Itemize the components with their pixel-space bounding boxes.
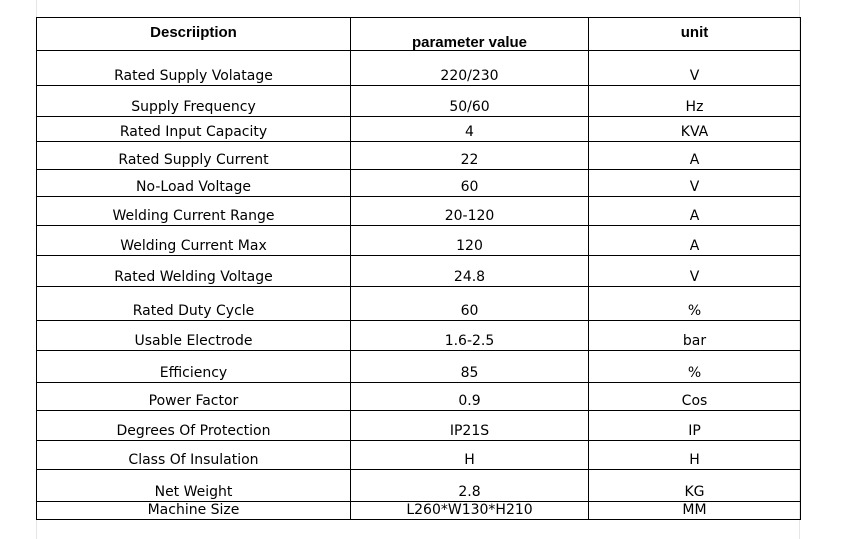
- table-row: Degrees Of Protection IP21S IP: [36, 410, 801, 441]
- row-unit: Cos: [588, 382, 801, 411]
- row-unit: H: [588, 440, 801, 470]
- row-unit: V: [588, 255, 801, 287]
- row-value: 22: [350, 141, 589, 170]
- row-value: 1.6-2.5: [350, 320, 589, 351]
- row-description: Rated Supply Current: [36, 141, 351, 170]
- row-unit: KG: [588, 469, 801, 502]
- spec-table: Descriiption parameter value unit Rated …: [36, 17, 801, 520]
- table-row: Efficiency 85 %: [36, 350, 801, 383]
- row-description: Class Of Insulation: [36, 440, 351, 470]
- table-row: Rated Duty Cycle 60 %: [36, 286, 801, 321]
- row-value: 0.9: [350, 382, 589, 411]
- row-description: Usable Electrode: [36, 320, 351, 351]
- row-value: 60: [350, 169, 589, 197]
- row-value: 4: [350, 116, 589, 142]
- header-parameter-value: parameter value: [350, 17, 589, 51]
- row-value: 24.8: [350, 255, 589, 287]
- table-row: Rated Welding Voltage 24.8 V: [36, 255, 801, 287]
- row-unit: V: [588, 50, 801, 86]
- row-description: Net Weight: [36, 469, 351, 502]
- row-unit: MM: [588, 501, 801, 520]
- header-row: Descriiption parameter value unit: [36, 17, 801, 51]
- row-value: 85: [350, 350, 589, 383]
- row-unit: A: [588, 141, 801, 170]
- row-unit: A: [588, 225, 801, 256]
- header-unit: unit: [588, 17, 801, 51]
- row-unit: V: [588, 169, 801, 197]
- header-description: Descriiption: [36, 17, 351, 51]
- row-description: Efficiency: [36, 350, 351, 383]
- row-unit: KVA: [588, 116, 801, 142]
- row-value: 60: [350, 286, 589, 321]
- row-value: H: [350, 440, 589, 470]
- row-description: Rated Input Capacity: [36, 116, 351, 142]
- row-description: Machine Size: [36, 501, 351, 520]
- table-row: No-Load Voltage 60 V: [36, 169, 801, 197]
- row-unit: IP: [588, 410, 801, 441]
- table-row: Rated Supply Current 22 A: [36, 141, 801, 170]
- table-row: Machine Size L260*W130*H210 MM: [36, 501, 801, 520]
- table-row: Rated Input Capacity 4 KVA: [36, 116, 801, 142]
- row-description: Rated Supply Volatage: [36, 50, 351, 86]
- row-value: 2.8: [350, 469, 589, 502]
- row-value: IP21S: [350, 410, 589, 441]
- table-row: Supply Frequency 50/60 Hz: [36, 85, 801, 117]
- row-unit: bar: [588, 320, 801, 351]
- table-row: Welding Current Max 120 A: [36, 225, 801, 256]
- row-description: Rated Welding Voltage: [36, 255, 351, 287]
- row-unit: %: [588, 286, 801, 321]
- row-description: Welding Current Max: [36, 225, 351, 256]
- row-value: 220/230: [350, 50, 589, 86]
- row-value: 120: [350, 225, 589, 256]
- row-unit: Hz: [588, 85, 801, 117]
- row-value: 20-120: [350, 196, 589, 226]
- table-row: Power Factor 0.9 Cos: [36, 382, 801, 411]
- row-unit: A: [588, 196, 801, 226]
- table-row: Net Weight 2.8 KG: [36, 469, 801, 502]
- row-description: Degrees Of Protection: [36, 410, 351, 441]
- row-value: L260*W130*H210: [350, 501, 589, 520]
- row-description: Rated Duty Cycle: [36, 286, 351, 321]
- table-row: Usable Electrode 1.6-2.5 bar: [36, 320, 801, 351]
- row-unit: %: [588, 350, 801, 383]
- table-row: Welding Current Range 20-120 A: [36, 196, 801, 226]
- table-row: Class Of Insulation H H: [36, 440, 801, 470]
- row-description: No-Load Voltage: [36, 169, 351, 197]
- row-value: 50/60: [350, 85, 589, 117]
- table-row: Rated Supply Volatage 220/230 V: [36, 50, 801, 86]
- row-description: Power Factor: [36, 382, 351, 411]
- row-description: Supply Frequency: [36, 85, 351, 117]
- row-description: Welding Current Range: [36, 196, 351, 226]
